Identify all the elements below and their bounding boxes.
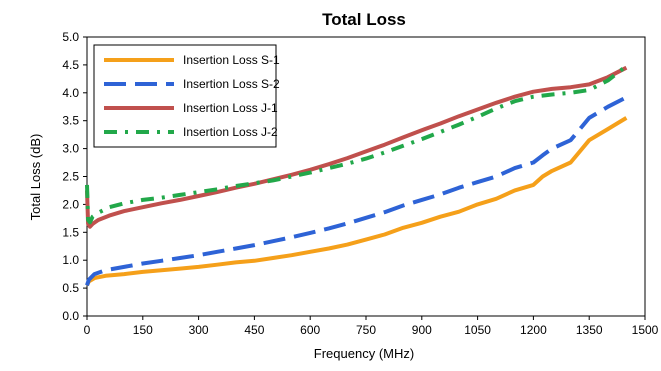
x-tick-label: 600 bbox=[300, 323, 320, 337]
x-tick-label: 1350 bbox=[576, 323, 603, 337]
x-tick-label: 450 bbox=[244, 323, 264, 337]
y-tick-label: 2.5 bbox=[62, 170, 79, 184]
series-line-4 bbox=[85, 64, 628, 225]
y-tick-label: 0.0 bbox=[62, 309, 79, 323]
series-lines bbox=[85, 64, 628, 287]
y-tick-label: 3.0 bbox=[62, 142, 79, 156]
axes: 0 150 300 450 600 750 900 1050 1200 1350 1500 0.0 0.… bbox=[62, 30, 658, 337]
y-tick-label: 3.5 bbox=[62, 114, 79, 128]
y-axis-label: Total Loss (dB) bbox=[28, 134, 43, 221]
x-tick-label: 750 bbox=[356, 323, 376, 337]
series-line-1 bbox=[85, 116, 628, 287]
x-axis-label: Frequency (MHz) bbox=[314, 346, 414, 361]
y-tick-label: 4.0 bbox=[62, 86, 79, 100]
y-tick-label: 2.0 bbox=[62, 197, 79, 211]
series-line-3 bbox=[85, 65, 628, 229]
legend-label: Insertion Loss S-1 bbox=[183, 53, 280, 67]
y-tick-label: 1.0 bbox=[62, 253, 79, 267]
x-tick-label: 1050 bbox=[464, 323, 491, 337]
x-tick-label: 1500 bbox=[632, 323, 659, 337]
x-tick-label: 300 bbox=[189, 323, 209, 337]
legend-label: Insertion Loss S-2 bbox=[183, 77, 280, 91]
y-tick-label: 5.0 bbox=[62, 30, 79, 44]
y-tick-label: 0.5 bbox=[62, 281, 79, 295]
x-tick-label: 0 bbox=[84, 323, 91, 337]
y-tick-label: 1.5 bbox=[62, 225, 79, 239]
y-tick-label: 4.5 bbox=[62, 58, 79, 72]
chart-title: Total Loss bbox=[322, 10, 406, 29]
legend-label: Insertion Loss J-1 bbox=[183, 101, 278, 115]
x-tick-label: 1200 bbox=[520, 323, 547, 337]
x-tick-label: 150 bbox=[133, 323, 153, 337]
x-tick-label: 900 bbox=[412, 323, 432, 337]
series-line-2 bbox=[85, 95, 628, 286]
legend: Insertion Loss S-1 Insertion Loss S-2 Inse… bbox=[93, 44, 280, 148]
legend-label: Insertion Loss J-2 bbox=[183, 125, 278, 139]
